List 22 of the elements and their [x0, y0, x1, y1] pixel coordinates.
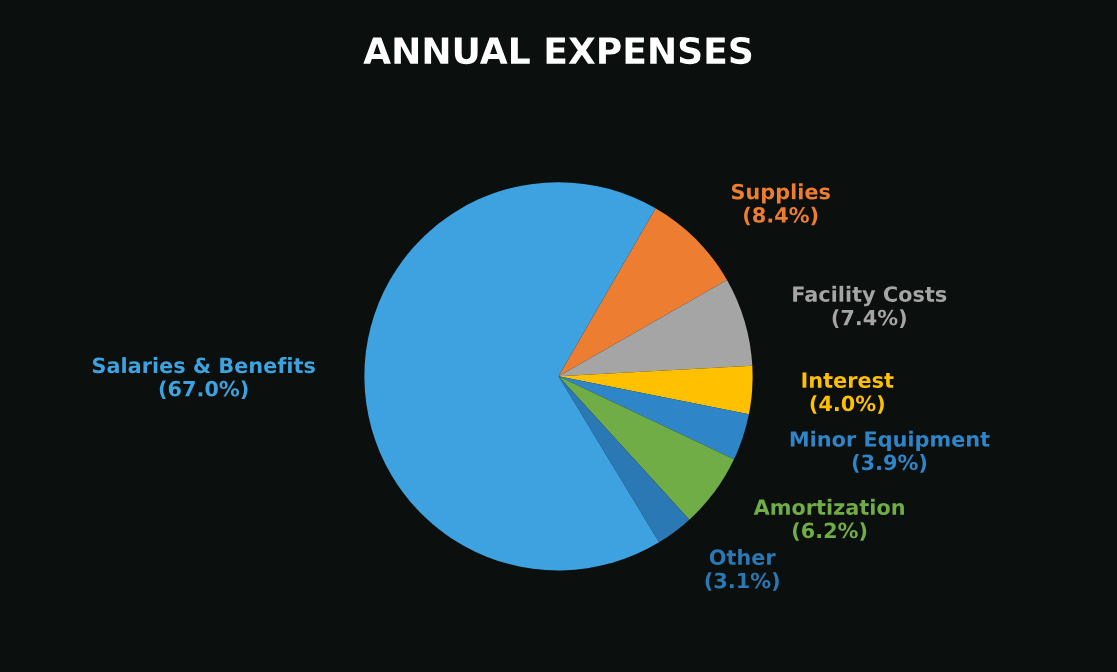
- data-label: (4.0%): [810, 395, 884, 414]
- slice-label: Interest: [802, 372, 894, 388]
- slice-label: Other: [709, 548, 776, 566]
- data-label: (6.2%): [792, 522, 867, 541]
- pie-slice: [558, 376, 690, 543]
- pie-slice: [558, 208, 728, 377]
- slice-label: Supplies: [731, 183, 830, 204]
- slice-label: Facility Costs: [793, 285, 947, 307]
- pie-slice: [558, 376, 734, 520]
- pie-slice: [364, 182, 660, 571]
- pie-slice: [558, 365, 753, 415]
- slice-label: Amortization: [753, 498, 904, 515]
- data-label: (3.9%): [852, 454, 927, 473]
- data-label: (67.0%): [159, 380, 248, 400]
- slice-label: Salaries & Benefits: [92, 357, 315, 374]
- pie-slice: [558, 279, 753, 377]
- data-label: (3.1%): [705, 572, 779, 591]
- data-label: (7.4%): [832, 309, 906, 328]
- chart-title: ANNUAL EXPENSES: [363, 36, 752, 65]
- data-label: (8.4%): [744, 206, 818, 226]
- slice-label: Minor Equipment: [790, 430, 990, 451]
- pie-slice: [558, 376, 749, 460]
